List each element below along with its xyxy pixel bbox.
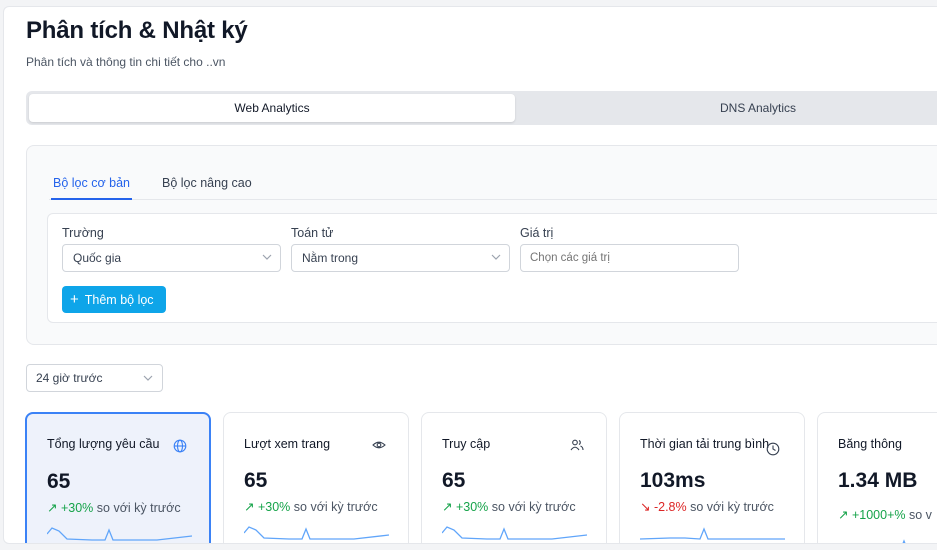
- trend-up-icon: ↗: [442, 500, 453, 514]
- trend-up-icon: ↗: [838, 508, 849, 522]
- stat-delta: ↗ +30% so với kỳ trước: [47, 500, 181, 515]
- chevron-down-icon: [491, 254, 501, 260]
- stat-delta-suffix: so với kỳ trước: [690, 500, 774, 514]
- stat-label: Truy cập: [442, 437, 491, 451]
- stat-delta: ↗ +30% so với kỳ trước: [244, 499, 378, 514]
- field-select[interactable]: Quốc gia: [62, 244, 281, 272]
- page-subtitle: Phân tích và thông tin chi tiết cho ..vn: [26, 55, 226, 69]
- stat-card-bandwidth[interactable]: Băng thông 1.34 MB ↗ +1000+% so v: [817, 412, 937, 543]
- analytics-tabs: Web Analytics DNS Analytics: [26, 91, 937, 125]
- sparkline: [244, 526, 389, 540]
- chevron-down-icon: [143, 375, 153, 381]
- stat-value: 65: [442, 469, 466, 492]
- add-filter-label: Thêm bộ lọc: [84, 292, 154, 307]
- plus-icon: +: [70, 291, 79, 308]
- stat-value: 103ms: [640, 469, 706, 492]
- time-range-value: 24 giờ trước: [36, 371, 103, 385]
- page-title: Phân tích & Nhật ký: [26, 17, 248, 44]
- stat-delta-value: +30%: [60, 501, 94, 515]
- tab-advanced-filter[interactable]: Bộ lọc nâng cao: [162, 176, 252, 190]
- stat-label: Thời gian tải trung bình: [640, 437, 770, 451]
- tab-dns-analytics[interactable]: DNS Analytics: [719, 101, 797, 115]
- field-label: Trường: [62, 226, 104, 240]
- trend-up-icon: ↗: [244, 500, 255, 514]
- stat-delta-value: -2.8%: [653, 500, 687, 514]
- operator-label: Toán tử: [291, 226, 334, 240]
- stat-label: Tổng lượng yêu cầu: [47, 437, 160, 451]
- analytics-page: Phân tích & Nhật ký Phân tích và thông t…: [3, 6, 937, 544]
- tab-web-analytics[interactable]: Web Analytics: [29, 94, 515, 122]
- eye-icon: [372, 441, 386, 449]
- stat-delta-value: +1000+%: [851, 508, 906, 522]
- stat-delta: ↘ -2.8% so với kỳ trước: [640, 499, 774, 514]
- globe-icon: [173, 439, 187, 453]
- stat-delta-suffix: so với kỳ trước: [96, 501, 181, 515]
- stat-card-page-views[interactable]: Lượt xem trang 65 ↗ +30% so với kỳ trước: [223, 412, 409, 543]
- stat-value: 1.34 MB: [838, 469, 918, 492]
- time-range-select[interactable]: 24 giờ trước: [26, 364, 163, 392]
- sparkline: [902, 539, 906, 543]
- stat-delta: ↗ +30% so với kỳ trước: [442, 499, 576, 514]
- stat-card-visits[interactable]: Truy cập 65 ↗ +30% so với kỳ trước: [421, 412, 607, 543]
- stat-delta-value: +30%: [455, 500, 489, 514]
- stat-delta: ↗ +1000+% so v: [838, 507, 932, 522]
- filter-panel: Bộ lọc cơ bản Bộ lọc nâng cao Trường Quố…: [26, 145, 937, 345]
- operator-select[interactable]: Nằm trong: [291, 244, 510, 272]
- filter-subtabs: Bộ lọc cơ bản Bộ lọc nâng cao: [49, 168, 937, 200]
- field-select-value: Quốc gia: [73, 251, 122, 265]
- trend-up-icon: ↗: [47, 501, 58, 515]
- value-label: Giá trị: [520, 226, 554, 240]
- tab-basic-filter[interactable]: Bộ lọc cơ bản: [51, 176, 132, 200]
- sparkline: [47, 527, 192, 541]
- stat-label: Lượt xem trang: [244, 437, 331, 451]
- clock-icon: [766, 442, 780, 456]
- stat-delta-suffix: so với kỳ trước: [491, 500, 576, 514]
- chevron-down-icon: [262, 254, 272, 260]
- stat-delta-suffix: so v: [908, 508, 932, 522]
- stat-delta-value: +30%: [257, 500, 291, 514]
- stat-card-avg-load-time[interactable]: Thời gian tải trung bình 103ms ↘ -2.8% s…: [619, 412, 805, 543]
- filter-row: Trường Quốc gia Toán tử Nằm trong Giá tr…: [47, 213, 937, 323]
- stat-value: 65: [244, 469, 268, 492]
- stat-value: 65: [47, 470, 71, 493]
- operator-select-value: Nằm trong: [302, 251, 359, 265]
- trend-down-icon: ↘: [640, 500, 651, 514]
- stat-label: Băng thông: [838, 437, 902, 451]
- stat-delta-suffix: so với kỳ trước: [293, 500, 378, 514]
- sparkline: [442, 526, 587, 540]
- sparkline: [640, 527, 785, 540]
- add-filter-button[interactable]: + Thêm bộ lọc: [62, 286, 166, 313]
- stat-card-total-requests[interactable]: Tổng lượng yêu cầu 65 ↗ +30% so với kỳ t…: [25, 412, 211, 543]
- users-icon: [570, 439, 584, 451]
- value-input[interactable]: [520, 244, 739, 272]
